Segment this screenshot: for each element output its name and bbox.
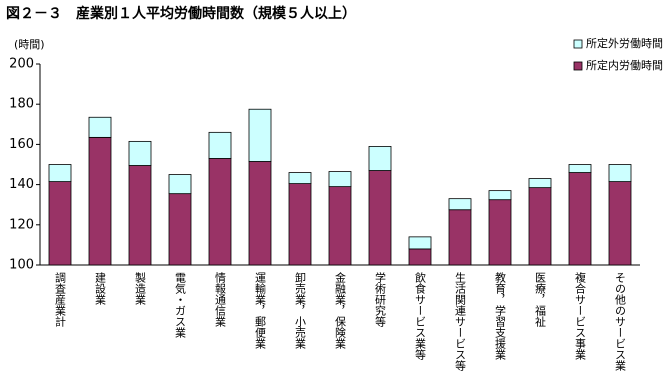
x-tick-label: 運輸業，郵便業 [254,272,267,349]
x-tick-label: 卸売業，小売業 [294,271,307,349]
bar-segment [488,199,512,266]
bar-segment [248,161,272,266]
x-tick-label: 建設業 [94,271,107,305]
y-tick-label: 140 [9,177,34,192]
bar-segment [128,165,152,266]
bar-segment [448,198,472,211]
legend-label: 所定外労働時間 [586,36,663,50]
bar-segment [528,178,552,189]
y-tick-label: 160 [9,137,34,152]
x-tick-label: 教育，学習支援業 [494,272,507,360]
bar-segment [168,193,192,266]
y-tick-label: 180 [9,97,34,112]
bar-segment [608,164,632,182]
x-tick-label: 情報通信業 [214,272,227,327]
bar-segment [248,108,272,162]
x-tick-label: 調査産業計 [54,271,67,328]
y-tick-label: 100 [9,258,34,273]
bar-segment [288,172,312,184]
x-tick-label: 医療，福祉 [534,272,547,328]
bar-segment [608,181,632,266]
bar-segment [568,164,592,173]
bar-segment [488,190,512,201]
x-tick-label: 複合サービス事業 [574,271,587,360]
bar-segment [48,164,72,182]
legend-label: 所定内労働時間 [586,58,663,72]
bar-segment [88,136,112,266]
bar-segment [168,174,192,195]
bar-segment [208,131,232,159]
y-tick-label: 120 [9,217,34,232]
x-tick-label: 金融業，保険業 [334,271,347,349]
bar-segment [328,186,352,266]
x-tick-label: 生活関連サービス等 [454,271,467,371]
bar-segment [408,236,432,250]
y-axis-title: (時間) [14,38,45,51]
bar-segment [528,187,552,266]
bar-segment [568,172,592,266]
legend-swatch [573,39,583,49]
x-tick-label: 製造業 [134,271,147,305]
bar-segment [328,171,352,188]
bar-segment [368,146,392,171]
legend-swatch [573,61,583,71]
x-tick-label: その他のサービス業 [614,272,627,371]
bar-segment [128,140,152,166]
chart-title: 図２－３ 産業別１人平均労働時間数（規模５人以上） [6,5,356,22]
bar-segment [88,116,112,138]
bar-segment [448,209,472,266]
x-tick-label: 飲食サービス業等 [414,271,427,360]
bar-segment [208,158,232,266]
bar-segment [48,181,72,266]
bar-segment [408,248,432,266]
bar-segment [368,170,392,266]
y-tick-label: 200 [9,57,34,72]
x-tick-label: 学術研究等 [374,271,387,327]
x-tick-label: 電気・ガス業 [174,272,187,338]
bar-segment [288,183,312,266]
